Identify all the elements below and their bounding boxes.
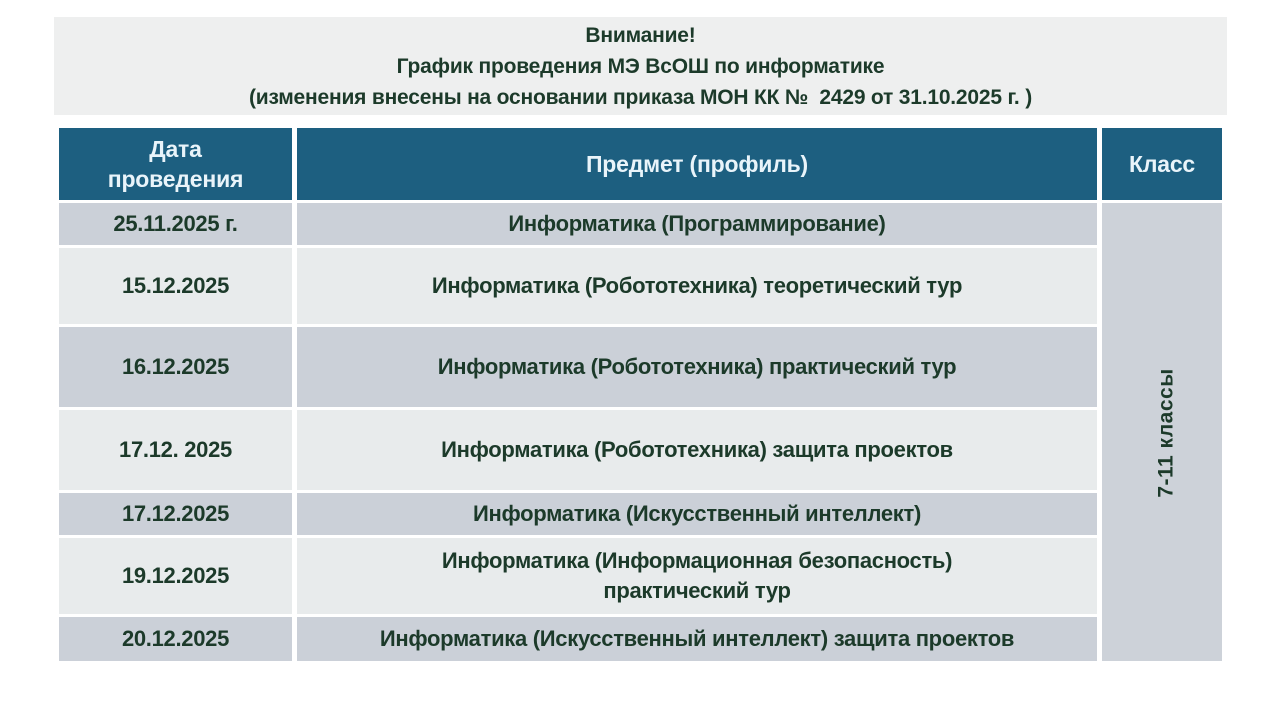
- subject-text: Информатика (Программирование): [508, 211, 886, 236]
- cell-subject: Информатика (Искусственный интеллект): [297, 493, 1097, 535]
- header-cell-date: Дата проведения: [59, 128, 292, 200]
- subject-text-line2: практический тур: [603, 578, 791, 603]
- schedule-table: Дата проведения Предмет (профиль) Класс …: [54, 125, 1227, 664]
- cell-date: 17.12. 2025: [59, 410, 292, 490]
- subject-text: Информатика (Искусственный интеллект): [472, 501, 922, 526]
- cell-date: 25.11.2025 г.: [59, 203, 292, 245]
- header-subject-label: Предмет (профиль): [585, 151, 809, 177]
- table-row: 20.12.2025 Информатика (Искусственный ин…: [59, 617, 1222, 661]
- cell-subject: Информатика (Информационная безопасность…: [297, 538, 1097, 614]
- table-row: 15.12.2025 Информатика (Робототехника) т…: [59, 248, 1222, 324]
- notice-line-2: График проведения МЭ ВсОШ по информатике: [396, 54, 885, 78]
- header-class-label: Класс: [1128, 151, 1196, 177]
- cell-date: 17.12.2025: [59, 493, 292, 535]
- subject-text: Информатика (Робототехника) защита проек…: [441, 437, 953, 462]
- table-row: 19.12.2025 Информатика (Информационная б…: [59, 538, 1222, 614]
- table-row: 17.12.2025 Информатика (Искусственный ин…: [59, 493, 1222, 535]
- class-span-label: 7-11 классы: [1154, 367, 1178, 498]
- subject-text-line1: Информатика (Информационная безопасность…: [441, 548, 953, 573]
- subject-text: Информатика (Робототехника) практический…: [437, 354, 957, 379]
- header-cell-subject: Предмет (профиль): [297, 128, 1097, 200]
- cell-date: 15.12.2025: [59, 248, 292, 324]
- cell-date: 19.12.2025: [59, 538, 292, 614]
- notice-line-1: Внимание!: [585, 23, 696, 47]
- cell-subject: Информатика (Программирование): [297, 203, 1097, 245]
- cell-subject: Информатика (Искусственный интеллект) за…: [297, 617, 1097, 661]
- subject-text: Информатика (Искусственный интеллект) за…: [379, 626, 1015, 651]
- cell-date: 16.12.2025: [59, 327, 292, 407]
- table-row: 16.12.2025 Информатика (Робототехника) п…: [59, 327, 1222, 407]
- subject-text: Информатика (Робототехника) теоретически…: [431, 273, 963, 298]
- header-date-label: Дата проведения: [107, 136, 244, 192]
- cell-class-merged: 7-11 классы: [1102, 203, 1222, 661]
- table-row: 25.11.2025 г. Информатика (Программирова…: [59, 203, 1222, 661]
- cell-subject: Информатика (Робототехника) защита проек…: [297, 410, 1097, 490]
- notice-line-3: (изменения внесены на основании приказа …: [248, 85, 1032, 109]
- cell-subject: Информатика (Робототехника) теоретически…: [297, 248, 1097, 324]
- table-header-row: Дата проведения Предмет (профиль) Класс: [59, 128, 1222, 200]
- cell-date: 20.12.2025: [59, 617, 292, 661]
- header-cell-class: Класс: [1102, 128, 1222, 200]
- cell-subject: Информатика (Робототехника) практический…: [297, 327, 1097, 407]
- notice-banner: Внимание! График проведения МЭ ВсОШ по и…: [54, 17, 1227, 115]
- table-row: 17.12. 2025 Информатика (Робототехника) …: [59, 410, 1222, 490]
